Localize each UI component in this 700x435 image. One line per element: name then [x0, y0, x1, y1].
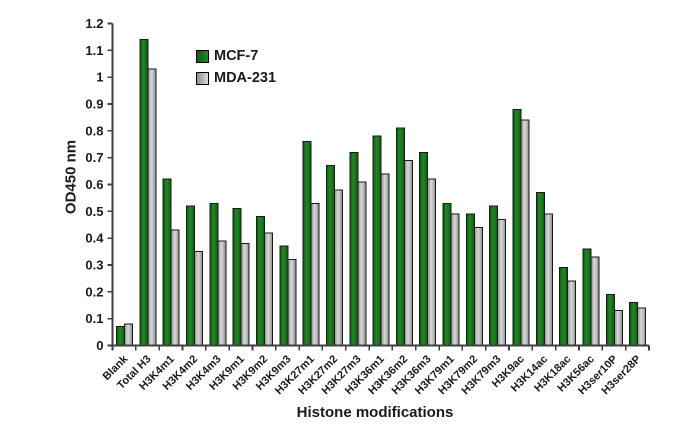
bar-MCF-7-H3ser10P: [605, 294, 615, 346]
legend-label: MDA-231: [214, 70, 277, 86]
bar-MDA-231-H3K36m3: [427, 178, 437, 346]
y-tick-label: 0.7: [85, 150, 103, 165]
y-tick-label: 1.1: [85, 43, 103, 58]
legend-swatch-MCF-7: [196, 50, 209, 63]
bar-MDA-231-H3K9m1: [240, 243, 250, 346]
y-tick-label: 0: [96, 338, 103, 353]
bar-MCF-7-H3K9m3: [279, 245, 289, 346]
bar-MCF-7-H3K79m2: [465, 213, 475, 346]
bar-MDA-231-H3K27m2: [333, 189, 343, 346]
bar-MDA-231-H3ser10P: [613, 310, 623, 347]
bar-MDA-231-H3K27m3: [357, 181, 367, 346]
y-tick-label: 0.3: [85, 258, 103, 273]
bar-MDA-231-H3K79m2: [473, 226, 483, 346]
bar-MDA-231-H3K9m2: [264, 232, 273, 346]
bar-MCF-7-H3K56ac: [582, 248, 592, 346]
y-tick-label: 0.9: [85, 97, 103, 112]
bar-MDA-231-H3K27m1: [310, 202, 320, 346]
bar-MDA-231-Total H3: [147, 68, 157, 346]
y-tick-label: 1.2: [85, 16, 103, 31]
bar-MDA-231-H3K18ac: [567, 280, 577, 347]
bar-MCF-7-H3K4m2: [186, 205, 195, 346]
bar-MCF-7-H3K36m1: [372, 135, 382, 346]
bar-MCF-7-H3K79m3: [489, 205, 499, 346]
bar-MCF-7-H3K14ac: [535, 192, 545, 346]
legend-swatch-MDA-231: [196, 72, 209, 85]
bar-MCF-7-H3K27m3: [349, 151, 359, 346]
bar-MDA-231-H3K9m3: [287, 259, 297, 347]
bar-MCF-7-H3K36m3: [419, 151, 429, 346]
y-tick-label: 0.5: [85, 204, 103, 219]
y-tick-label: 0.1: [85, 311, 103, 326]
bar-MCF-7-H3K27m1: [302, 141, 312, 346]
y-tick-label: 1: [96, 70, 103, 85]
bar-MDA-231-H3K4m1: [170, 229, 180, 347]
bar-MDA-231-H3K56ac: [590, 256, 600, 346]
bar-MDA-231-H3K4m2: [194, 251, 203, 347]
y-tick-label: 0.8: [85, 123, 103, 138]
bar-MDA-231-H3K9ac: [520, 119, 530, 346]
bar-MDA-231-H3K14ac: [543, 213, 553, 346]
bar-MCF-7-H3K9ac: [512, 108, 522, 347]
bar-MCF-7-H3K4m1: [162, 178, 172, 346]
bar-MDA-231-H3K79m1: [450, 213, 460, 346]
bar-MCF-7-H3K18ac: [559, 267, 569, 347]
bar-MDA-231-H3K4m3: [217, 240, 227, 346]
y-tick-label: 0.6: [85, 177, 103, 192]
bar-MCF-7-H3K27m2: [325, 165, 335, 346]
bar-MCF-7-Blank: [116, 326, 125, 347]
bar-MCF-7-H3K4m3: [209, 202, 219, 346]
legend-item-MDA-231: MDA-231: [196, 71, 276, 86]
bar-MDA-231-H3K36m2: [403, 159, 413, 346]
y-tick-label: 0.2: [85, 284, 103, 299]
y-tick-label: 0.4: [85, 231, 104, 246]
legend-label: MCF-7: [214, 48, 259, 64]
y-axis-title: OD450 nm: [62, 139, 80, 215]
bar-MDA-231-H3ser28P: [637, 307, 647, 346]
bar-MCF-7-H3K9m2: [256, 216, 265, 346]
legend: MCF-7 MDA-231: [196, 49, 276, 93]
bar-MDA-231-Blank: [124, 323, 133, 346]
bar-MCF-7-Total H3: [139, 39, 149, 346]
x-axis-title: Histone modifications: [296, 404, 454, 421]
bar-MCF-7-H3K36m2: [395, 127, 405, 346]
bar-MDA-231-H3K79m3: [497, 218, 507, 346]
legend-item-MCF-7: MCF-7: [196, 49, 276, 64]
bar-MCF-7-H3ser28P: [629, 302, 639, 347]
bar-MCF-7-H3K79m1: [442, 202, 452, 346]
bar-MCF-7-H3K9m1: [232, 208, 242, 346]
bar-MDA-231-H3K36m1: [380, 173, 390, 346]
